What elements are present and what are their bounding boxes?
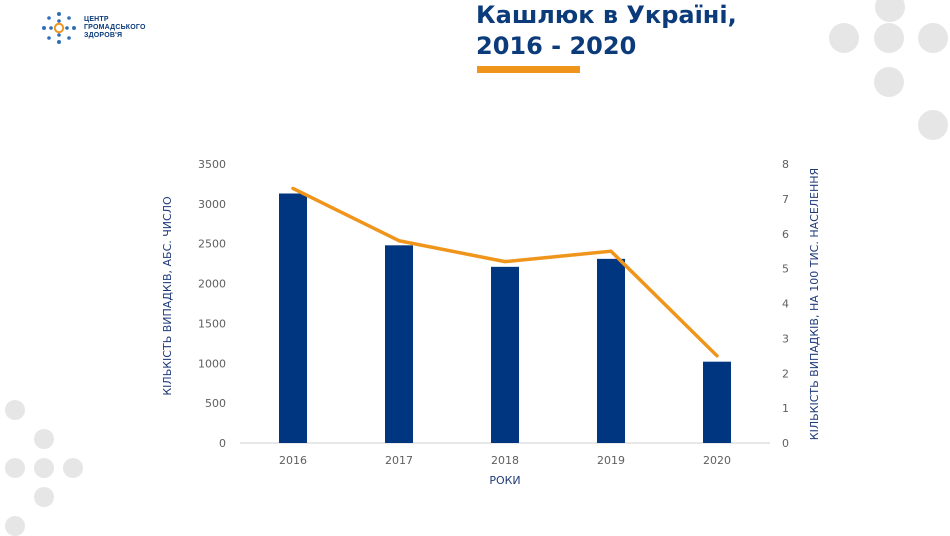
y-tick-label: 3500 — [198, 158, 226, 171]
y2-tick-label: 7 — [782, 193, 789, 206]
y2-tick-label: 5 — [782, 263, 789, 276]
decor-dot — [875, 0, 905, 22]
page-title: Кашлюк в Україні, 2016 - 2020 — [476, 0, 737, 62]
title-underline — [477, 66, 580, 73]
decor-dot — [874, 67, 904, 97]
title-line-1: Кашлюк в Україні, — [476, 1, 737, 29]
snowflake-dots-logo-icon — [42, 12, 76, 44]
y-tick-label: 1500 — [198, 317, 226, 330]
rate-series-line — [291, 186, 719, 358]
decor-dot — [874, 23, 904, 53]
decor-dot — [5, 400, 25, 420]
y2-tick-label: 2 — [782, 367, 789, 380]
x-tick-label: 2020 — [703, 454, 731, 467]
y-axis-title: КІЛЬКІСТЬ ВИПАДКІВ, АБС. ЧИСЛО — [161, 196, 174, 396]
bar-2017 — [385, 245, 413, 443]
x-tick-label: 2018 — [491, 454, 519, 467]
y2-tick-label: 4 — [782, 298, 789, 311]
logo: ЦЕНТР ГРОМАДСЬКОГО ЗДОРОВ'Я — [40, 10, 146, 46]
y-tick-label: 3000 — [198, 198, 226, 211]
decor-dot — [34, 429, 54, 449]
y2-axis-title: КІЛЬКІСТЬ ВИПАДКІВ, НА 100 ТИС. НАСЕЛЕНН… — [808, 168, 821, 440]
y-tick-label: 0 — [219, 437, 226, 450]
y-tick-label: 2000 — [198, 278, 226, 291]
decor-dot — [829, 23, 859, 53]
decor-dot — [63, 458, 83, 478]
y2-tick-label: 1 — [782, 402, 789, 415]
decor-dot — [34, 487, 54, 507]
y2-tick-label: 6 — [782, 228, 789, 241]
y-tick-label: 2500 — [198, 238, 226, 251]
decor-dot — [918, 110, 948, 140]
x-axis-title: РОКИ — [489, 474, 520, 487]
bar-2019 — [597, 258, 625, 443]
title-line-2: 2016 - 2020 — [476, 32, 637, 60]
y-tick-label: 500 — [205, 397, 226, 410]
bar-2016 — [279, 193, 307, 443]
x-tick-label: 2017 — [385, 454, 413, 467]
y-tick-label: 1000 — [198, 357, 226, 370]
decor-dot — [5, 516, 25, 536]
decor-dot — [918, 23, 948, 53]
bar-2020 — [703, 361, 731, 443]
y2-tick-label: 3 — [782, 332, 789, 345]
decor-dot — [5, 458, 25, 478]
bar-2018 — [491, 266, 519, 443]
logo-text: ЦЕНТР ГРОМАДСЬКОГО ЗДОРОВ'Я — [84, 16, 146, 39]
decor-dot — [34, 458, 54, 478]
y2-tick-label: 8 — [782, 158, 789, 171]
x-tick-label: 2019 — [597, 454, 625, 467]
x-tick-label: 2016 — [279, 454, 307, 467]
y2-tick-label: 0 — [782, 437, 789, 450]
